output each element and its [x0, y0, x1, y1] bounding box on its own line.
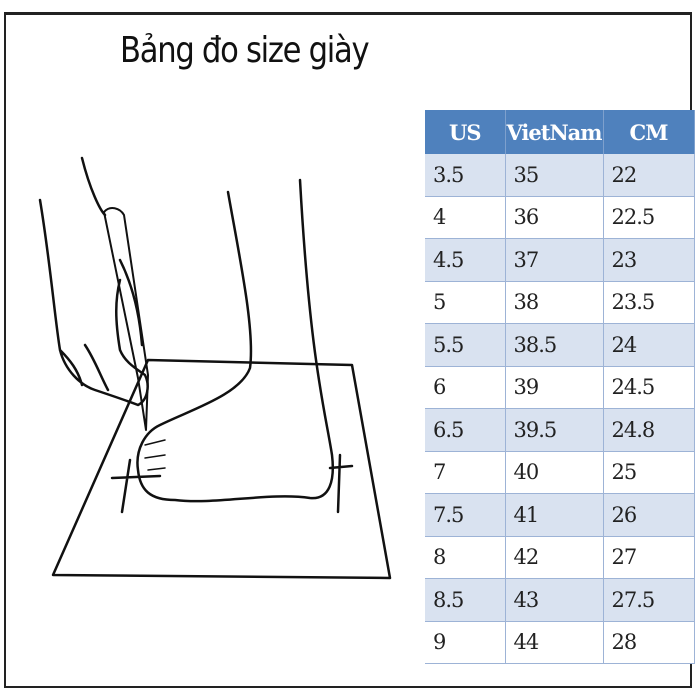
cell-us: 8 — [425, 536, 506, 579]
cell-us: 5 — [425, 281, 506, 324]
table-header-row: US VietNam CM — [425, 110, 695, 154]
cell-vietnam: 44 — [505, 621, 604, 664]
cell-us: 7 — [425, 451, 506, 494]
page-title: Bảng đo size giày — [120, 30, 370, 71]
header-us: US — [425, 110, 506, 154]
cell-us: 4.5 — [425, 238, 506, 282]
cell-cm: 28 — [603, 621, 695, 664]
cell-vietnam: 39 — [505, 366, 604, 409]
cell-vietnam: 37 — [505, 238, 604, 282]
hand-outline — [38, 156, 149, 407]
table-row: 4.5 37 23 — [425, 238, 695, 282]
cell-vietnam: 42 — [505, 536, 604, 579]
cell-cm: 24.5 — [603, 366, 695, 409]
cell-vietnam: 35 — [505, 154, 604, 197]
header-vietnam: VietNam — [505, 110, 604, 154]
cell-vietnam: 41 — [505, 493, 604, 537]
cell-vietnam: 39.5 — [505, 408, 604, 452]
toe-mark — [110, 458, 162, 514]
cell-us: 6 — [425, 366, 506, 409]
size-table: US VietNam CM 3.5 35 22 4 36 22.5 4.5 37 23 5 38 23… — [425, 110, 695, 664]
cell-us: 9 — [425, 621, 506, 664]
table-row: 3.5 35 22 — [425, 154, 695, 197]
cell-us: 3.5 — [425, 154, 506, 197]
cell-us: 4 — [425, 196, 506, 239]
toe-lines — [144, 439, 166, 471]
pen — [103, 207, 149, 431]
foot-outline — [136, 178, 334, 503]
heel-mark — [328, 453, 354, 514]
cell-vietnam: 38 — [505, 281, 604, 324]
table-row: 6.5 39.5 24.8 — [425, 408, 695, 452]
table-row: 9 44 28 — [425, 621, 695, 664]
cell-cm: 23.5 — [603, 281, 695, 324]
cell-cm: 22 — [603, 154, 695, 197]
cell-cm: 25 — [603, 451, 695, 494]
table-row: 5.5 38.5 24 — [425, 323, 695, 367]
cell-cm: 27.5 — [603, 578, 695, 622]
table-row: 7 40 25 — [425, 451, 695, 494]
table-row: 6 39 24.5 — [425, 366, 695, 409]
table-row: 5 38 23.5 — [425, 281, 695, 324]
cell-vietnam: 40 — [505, 451, 604, 494]
cell-us: 8.5 — [425, 578, 506, 622]
cell-cm: 22.5 — [603, 196, 695, 239]
table-row: 7.5 41 26 — [425, 493, 695, 537]
table-row: 8.5 43 27.5 — [425, 578, 695, 622]
cell-us: 5.5 — [425, 323, 506, 367]
cell-vietnam: 36 — [505, 196, 604, 239]
cell-cm: 24.8 — [603, 408, 695, 452]
cell-cm: 27 — [603, 536, 695, 579]
table-row: 4 36 22.5 — [425, 196, 695, 239]
table-row: 8 42 27 — [425, 536, 695, 579]
cell-vietnam: 43 — [505, 578, 604, 622]
cell-cm: 26 — [603, 493, 695, 537]
header-cm: CM — [603, 110, 695, 154]
cell-vietnam: 38.5 — [505, 323, 604, 367]
cell-us: 6.5 — [425, 408, 506, 452]
cell-us: 7.5 — [425, 493, 506, 537]
cell-cm: 24 — [603, 323, 695, 367]
paper-sheet — [51, 358, 392, 580]
cell-cm: 23 — [603, 238, 695, 282]
